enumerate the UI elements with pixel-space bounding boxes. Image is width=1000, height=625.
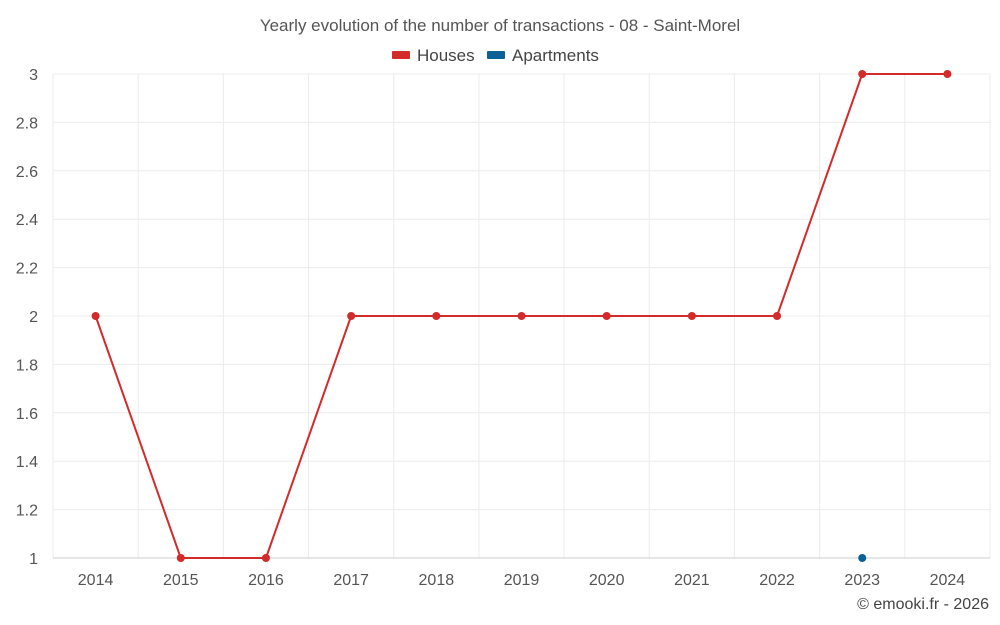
x-tick-label: 2016 (248, 572, 284, 589)
chart-title: Yearly evolution of the number of transa… (260, 16, 740, 35)
x-tick-label: 2021 (674, 572, 710, 589)
legend-item-apartments[interactable]: Apartments (487, 46, 599, 65)
legend-swatch-apartments (487, 51, 505, 59)
x-tick-label: 2023 (844, 572, 880, 589)
data-point-houses[interactable] (91, 312, 100, 320)
data-point-apartments[interactable] (858, 554, 867, 562)
legend-item-houses[interactable]: Houses (392, 46, 475, 65)
legend-label-houses: Houses (417, 46, 475, 65)
data-point-houses[interactable] (943, 70, 952, 78)
data-point-houses[interactable] (858, 70, 867, 78)
data-point-houses[interactable] (347, 312, 356, 320)
x-tick-label: 2020 (589, 572, 625, 589)
y-tick-label: 1.2 (16, 503, 38, 520)
y-axis-ticks: 1 1.2 1.4 1.6 1.8 2 2.2 2.4 2.6 2.8 3 (16, 67, 38, 568)
legend-label-apartments: Apartments (512, 46, 599, 65)
data-point-houses[interactable] (602, 312, 611, 320)
data-point-houses[interactable] (773, 312, 782, 320)
data-point-houses[interactable] (687, 312, 696, 320)
y-tick-label: 1.6 (16, 406, 38, 423)
y-tick-label: 1.8 (16, 357, 38, 374)
legend: Houses Apartments (392, 46, 599, 65)
legend-swatch-houses (392, 51, 410, 59)
y-tick-label: 2.8 (16, 115, 38, 132)
y-tick-label: 2.4 (16, 212, 38, 229)
x-tick-label: 2022 (759, 572, 795, 589)
data-point-houses[interactable] (261, 554, 270, 562)
x-tick-label: 2017 (333, 572, 369, 589)
y-tick-label: 2.6 (16, 164, 38, 181)
y-tick-label: 1 (29, 551, 38, 568)
x-tick-label: 2015 (163, 572, 199, 589)
data-point-houses[interactable] (176, 554, 185, 562)
x-tick-label: 2018 (419, 572, 455, 589)
series-points (91, 70, 952, 562)
y-tick-label: 3 (29, 67, 38, 84)
x-axis-ticks: 2014 2015 2016 2017 2018 2019 2020 2021 2022 2023… (78, 572, 966, 589)
x-tick-label: 2024 (930, 572, 966, 589)
x-tick-label: 2014 (78, 572, 114, 589)
data-point-houses[interactable] (432, 312, 441, 320)
y-tick-label: 2.2 (16, 261, 38, 278)
data-point-houses[interactable] (517, 312, 526, 320)
y-gridlines (53, 73, 990, 511)
x-tick-label: 2019 (504, 572, 540, 589)
credit-text: © emooki.fr - 2026 (857, 596, 989, 613)
y-tick-label: 2 (29, 309, 38, 326)
y-tick-label: 1.4 (16, 454, 38, 471)
